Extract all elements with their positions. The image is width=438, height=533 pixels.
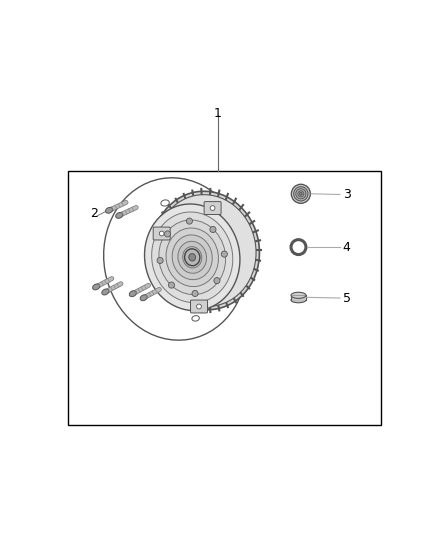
Text: 4: 4: [343, 240, 350, 254]
Ellipse shape: [145, 204, 240, 311]
FancyBboxPatch shape: [191, 300, 208, 313]
Circle shape: [296, 189, 306, 199]
Circle shape: [298, 191, 304, 197]
Text: 2: 2: [90, 207, 98, 220]
Ellipse shape: [102, 289, 109, 295]
Ellipse shape: [152, 191, 259, 310]
Ellipse shape: [93, 284, 100, 290]
Ellipse shape: [189, 254, 196, 261]
Ellipse shape: [155, 195, 256, 306]
Ellipse shape: [291, 297, 306, 303]
Ellipse shape: [183, 247, 202, 268]
Ellipse shape: [104, 178, 247, 340]
Circle shape: [214, 278, 220, 284]
Bar: [68, 171, 381, 425]
FancyBboxPatch shape: [204, 201, 221, 214]
Ellipse shape: [116, 213, 123, 219]
FancyBboxPatch shape: [153, 227, 170, 240]
Ellipse shape: [140, 295, 147, 301]
Circle shape: [159, 231, 164, 236]
Ellipse shape: [129, 290, 136, 297]
Text: 3: 3: [343, 188, 350, 201]
Circle shape: [169, 282, 175, 288]
Circle shape: [186, 218, 192, 224]
Bar: [291, 295, 306, 300]
Ellipse shape: [161, 200, 169, 206]
Ellipse shape: [106, 207, 113, 213]
Ellipse shape: [291, 292, 306, 298]
Circle shape: [192, 290, 198, 296]
Ellipse shape: [166, 228, 219, 287]
Ellipse shape: [152, 212, 233, 303]
Circle shape: [300, 192, 302, 195]
Circle shape: [197, 304, 201, 309]
Ellipse shape: [184, 249, 200, 266]
Circle shape: [291, 240, 306, 255]
Circle shape: [291, 184, 311, 203]
Circle shape: [210, 206, 215, 211]
Ellipse shape: [178, 241, 207, 273]
Circle shape: [210, 227, 216, 232]
Circle shape: [221, 251, 227, 257]
Text: 5: 5: [343, 292, 351, 304]
Text: 1: 1: [214, 107, 222, 119]
Ellipse shape: [153, 192, 255, 305]
Ellipse shape: [192, 316, 199, 321]
Ellipse shape: [159, 220, 226, 295]
Ellipse shape: [172, 235, 212, 280]
Circle shape: [164, 231, 170, 237]
Circle shape: [157, 257, 163, 263]
Circle shape: [294, 187, 308, 201]
